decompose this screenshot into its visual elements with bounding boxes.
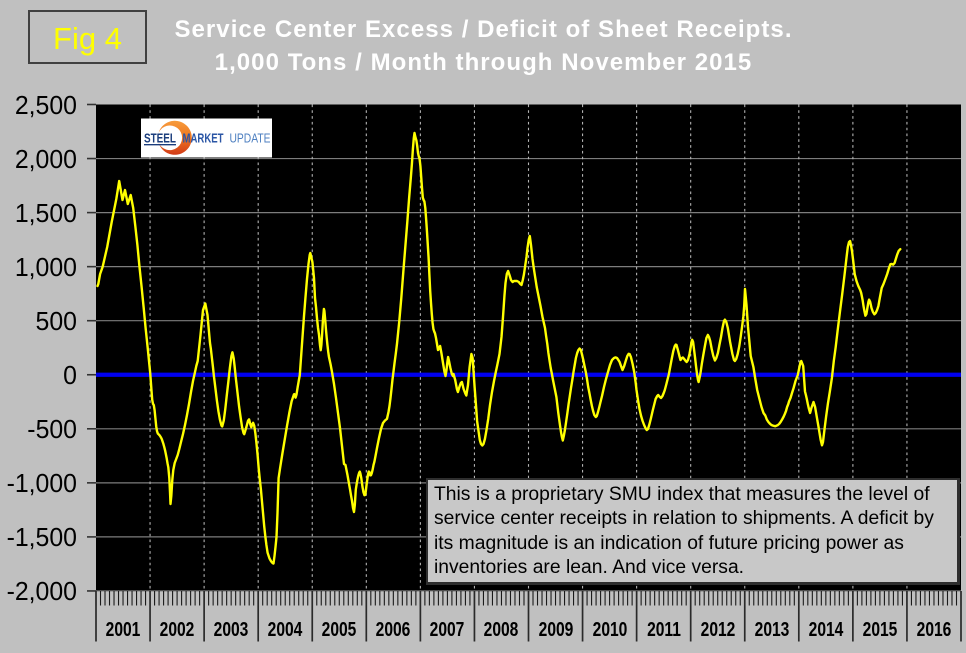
svg-text:STEEL: STEEL (144, 132, 176, 146)
svg-text:MARKET: MARKET (183, 132, 224, 146)
svg-text:UPDATE: UPDATE (230, 132, 271, 146)
